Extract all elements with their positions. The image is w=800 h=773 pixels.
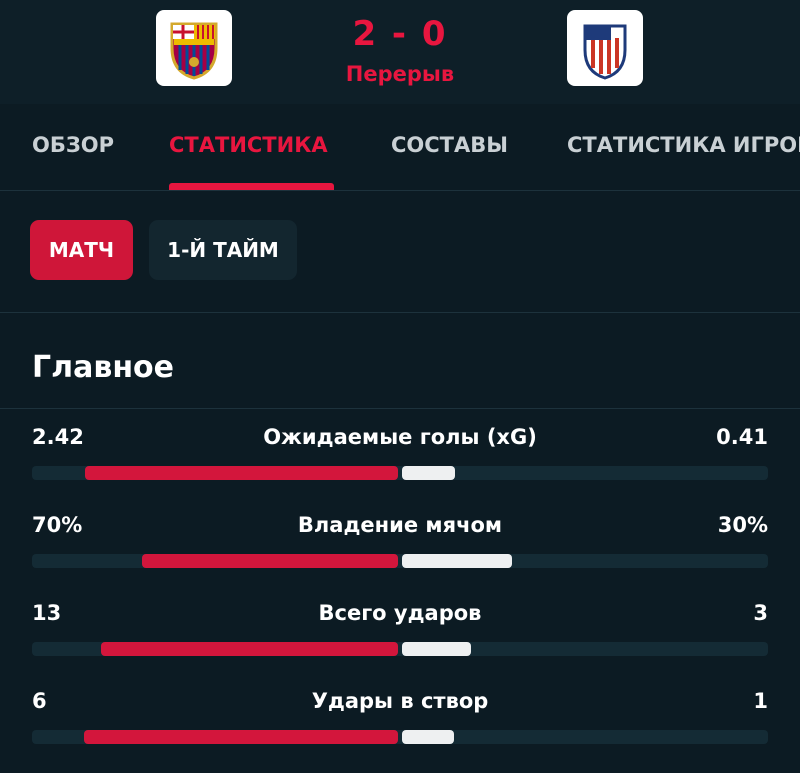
match-header: [0, 0, 800, 104]
away-value: 30%: [717, 513, 768, 537]
home-bar: [141, 554, 398, 568]
home-value: 70%: [32, 513, 83, 537]
stat-name: Всего ударов: [318, 601, 482, 625]
tab[interactable]: СОСТАВЫ: [391, 133, 509, 157]
divider: [0, 312, 800, 313]
stat-name: Ожидаемые голы (xG): [263, 425, 537, 449]
home-value: 2.42: [32, 425, 84, 449]
filter-active[interactable]: МАТЧ: [30, 220, 133, 280]
home-bar: [85, 466, 398, 480]
tab-active[interactable]: СТАТИСТИКА: [169, 133, 328, 157]
away-value: 3: [753, 601, 768, 625]
home-value: 13: [32, 601, 62, 625]
match-status: Перерыв: [345, 62, 455, 86]
filter[interactable]: 1-Й ТАЙМ: [149, 220, 297, 280]
tab[interactable]: СТАТИСТИКА ИГРОКОВ: [567, 133, 800, 157]
away-value: 1: [753, 689, 768, 713]
home-bar: [100, 642, 398, 656]
divider: [0, 408, 800, 409]
tab[interactable]: ОБЗОР: [32, 133, 115, 157]
tab-indicator: [169, 183, 334, 190]
away-bar: [402, 642, 471, 656]
section-title: Главное: [32, 350, 175, 385]
away-bar: [402, 730, 455, 744]
home-bar: [84, 730, 398, 744]
away-value: 0.41: [716, 425, 768, 449]
stat-name: Владение мячом: [297, 513, 503, 537]
away-bar: [402, 554, 512, 568]
home-team-logo[interactable]: [156, 10, 232, 86]
away-bar: [402, 466, 456, 480]
home-value: 6: [32, 689, 47, 713]
score: 2 - 0: [352, 14, 448, 54]
divider: [0, 190, 800, 191]
stat-name: Удары в створ: [311, 689, 489, 713]
away-team-logo[interactable]: [567, 10, 643, 86]
